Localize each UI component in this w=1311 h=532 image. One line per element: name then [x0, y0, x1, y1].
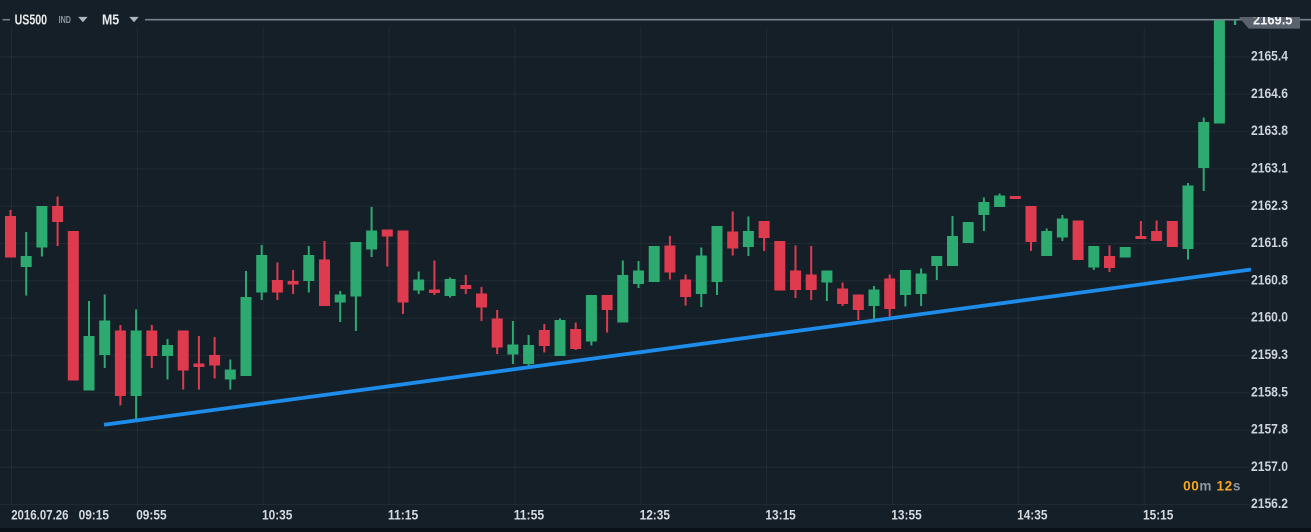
svg-text:US500: US500 — [15, 12, 48, 28]
svg-text:2157.8: 2157.8 — [1251, 421, 1288, 437]
svg-text:13:55: 13:55 — [891, 507, 922, 522]
svg-text:12:35: 12:35 — [640, 507, 671, 522]
svg-text:2164.6: 2164.6 — [1251, 85, 1288, 101]
svg-text:2161.6: 2161.6 — [1251, 234, 1288, 250]
svg-text:10:35: 10:35 — [262, 507, 293, 522]
svg-text:13:15: 13:15 — [765, 507, 796, 522]
svg-text:2163.1: 2163.1 — [1251, 160, 1288, 176]
svg-text:2157.0: 2157.0 — [1251, 458, 1288, 474]
svg-text:2156.2: 2156.2 — [1251, 495, 1288, 511]
svg-text:2016.07.26: 2016.07.26 — [11, 507, 69, 522]
svg-text:2158.5: 2158.5 — [1251, 383, 1288, 399]
svg-text:IND: IND — [59, 15, 71, 26]
svg-text:00m 12s: 00m 12s — [1183, 479, 1241, 494]
svg-text:11:55: 11:55 — [514, 507, 545, 522]
svg-text:2169.5: 2169.5 — [1253, 12, 1293, 28]
svg-text:M5: M5 — [102, 12, 119, 28]
svg-text:2159.3: 2159.3 — [1251, 346, 1288, 362]
svg-text:15:15: 15:15 — [1143, 507, 1174, 522]
svg-text:2160.0: 2160.0 — [1251, 309, 1288, 325]
svg-text:14:35: 14:35 — [1017, 507, 1048, 522]
svg-text:09:15: 09:15 — [79, 507, 110, 522]
svg-text:2160.8: 2160.8 — [1251, 271, 1288, 287]
svg-text:2165.4: 2165.4 — [1251, 48, 1288, 64]
svg-text:2163.8: 2163.8 — [1251, 122, 1288, 138]
svg-text:09:55: 09:55 — [136, 507, 167, 522]
svg-text:2162.3: 2162.3 — [1251, 197, 1288, 213]
svg-text:11:15: 11:15 — [388, 507, 419, 522]
